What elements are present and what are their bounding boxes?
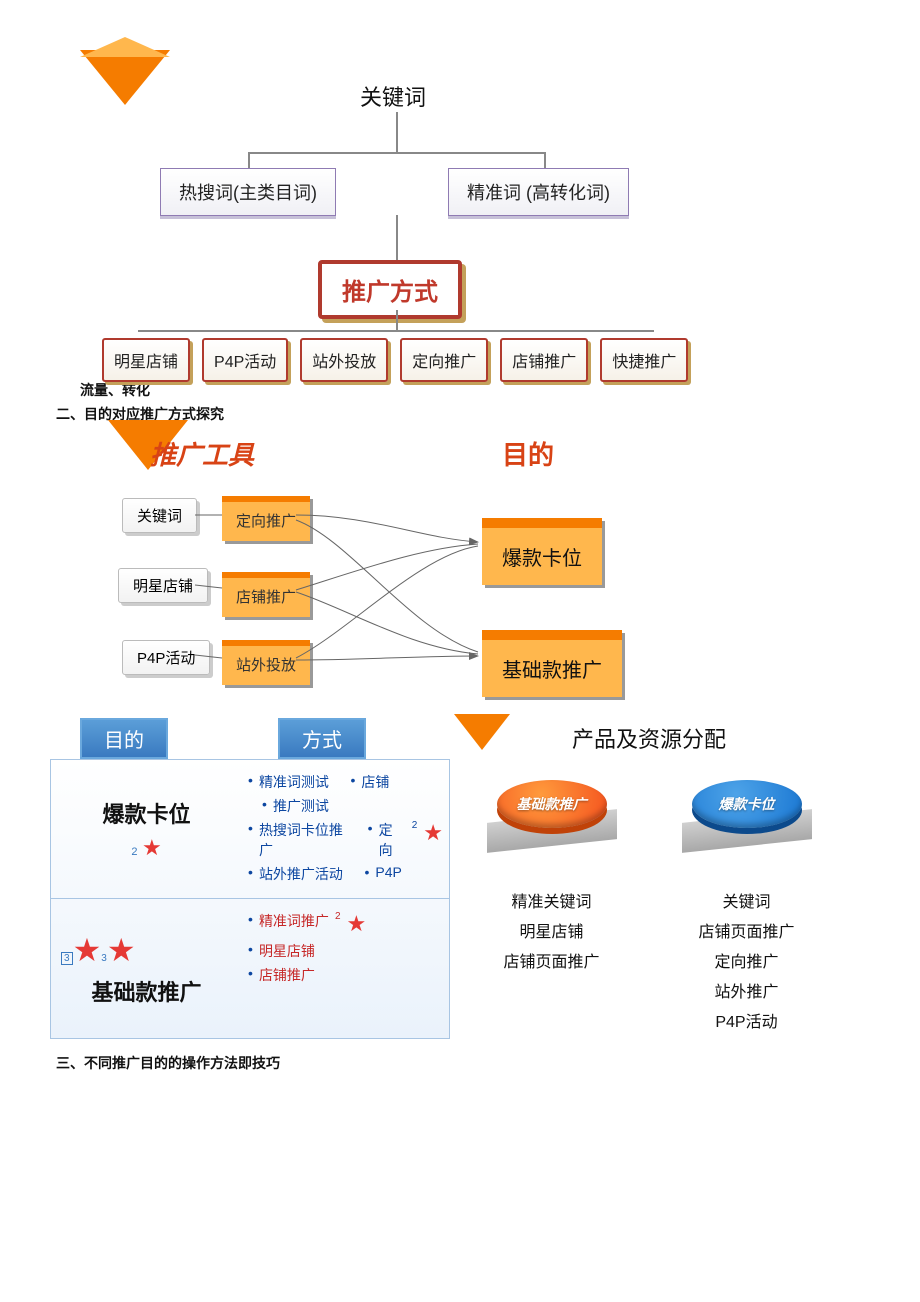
mapping-lines xyxy=(50,430,870,710)
keyword-tree: 关键词 热搜词(主类目词) 精准词 (高转化词) 推广方式 明星店铺 P4P活动… xyxy=(50,60,870,360)
row1-label: 爆款卡位 xyxy=(103,797,191,829)
method-item: 店铺推广 xyxy=(500,338,588,382)
text-traffic: 流量、转化 xyxy=(80,380,870,400)
alloc-col-1: 精准关键词 明星店铺 店铺页面推广 xyxy=(503,882,599,1038)
hot-search-box: 热搜词(主类目词) xyxy=(160,168,336,216)
th-purpose: 目的 xyxy=(80,718,168,759)
corner-decor-3 xyxy=(454,714,510,750)
mapping-diagram: 推广工具 目的 关键词 定向推广 明星店铺 店铺推广 P4P活动 站外投放 爆款… xyxy=(50,430,870,710)
star-icon: ★ xyxy=(423,820,443,860)
row2-stars: 3★3★ xyxy=(61,931,136,969)
hot-item-button: 爆款卡位 xyxy=(682,772,812,852)
precise-word-box: 精准词 (高转化词) xyxy=(448,168,629,216)
th-method: 方式 xyxy=(278,718,366,759)
method-item: 明星店铺 xyxy=(102,338,190,382)
alloc-col-2: 关键词 店铺页面推广 定向推广 站外推广 P4P活动 xyxy=(698,882,794,1038)
row1-methods: 精准词测试 •店铺 推广测试 热搜词卡位推广 •定向2★ 站外推广活动 •P4P xyxy=(242,760,449,898)
basic-promo-button: 基础款推广 xyxy=(487,772,617,852)
row2-label: 基础款推广 xyxy=(92,975,202,1007)
alloc-title: 产品及资源分配 xyxy=(454,722,844,754)
promo-method-box: 推广方式 xyxy=(318,260,462,319)
method-row: 明星店铺 P4P活动 站外投放 定向推广 店铺推广 快捷推广 xyxy=(102,338,688,382)
method-item: 定向推广 xyxy=(400,338,488,382)
row2-methods: 精准词推广2 ★ 明星店铺 店铺推广 xyxy=(242,899,449,1038)
row1-stars: 2 ★ xyxy=(131,835,161,861)
method-item: 站外投放 xyxy=(300,338,388,382)
root-keyword: 关键词 xyxy=(360,80,426,112)
purpose-method-table: 目的 方式 0 爆款卡位 2 ★ 精准词测试 •店铺 推广测试 热搜词卡位推广 … xyxy=(50,718,450,1039)
method-item: P4P活动 xyxy=(202,338,288,382)
star-icon: ★ xyxy=(347,911,367,937)
allocation-panel: 产品及资源分配 基础款推广 爆款卡位 精准关键词 明星店铺 店铺页面推广 xyxy=(454,718,844,1039)
method-item: 快捷推广 xyxy=(600,338,688,382)
section-3-heading: 三、不同推广目的的操作方法即技巧 xyxy=(56,1053,870,1073)
